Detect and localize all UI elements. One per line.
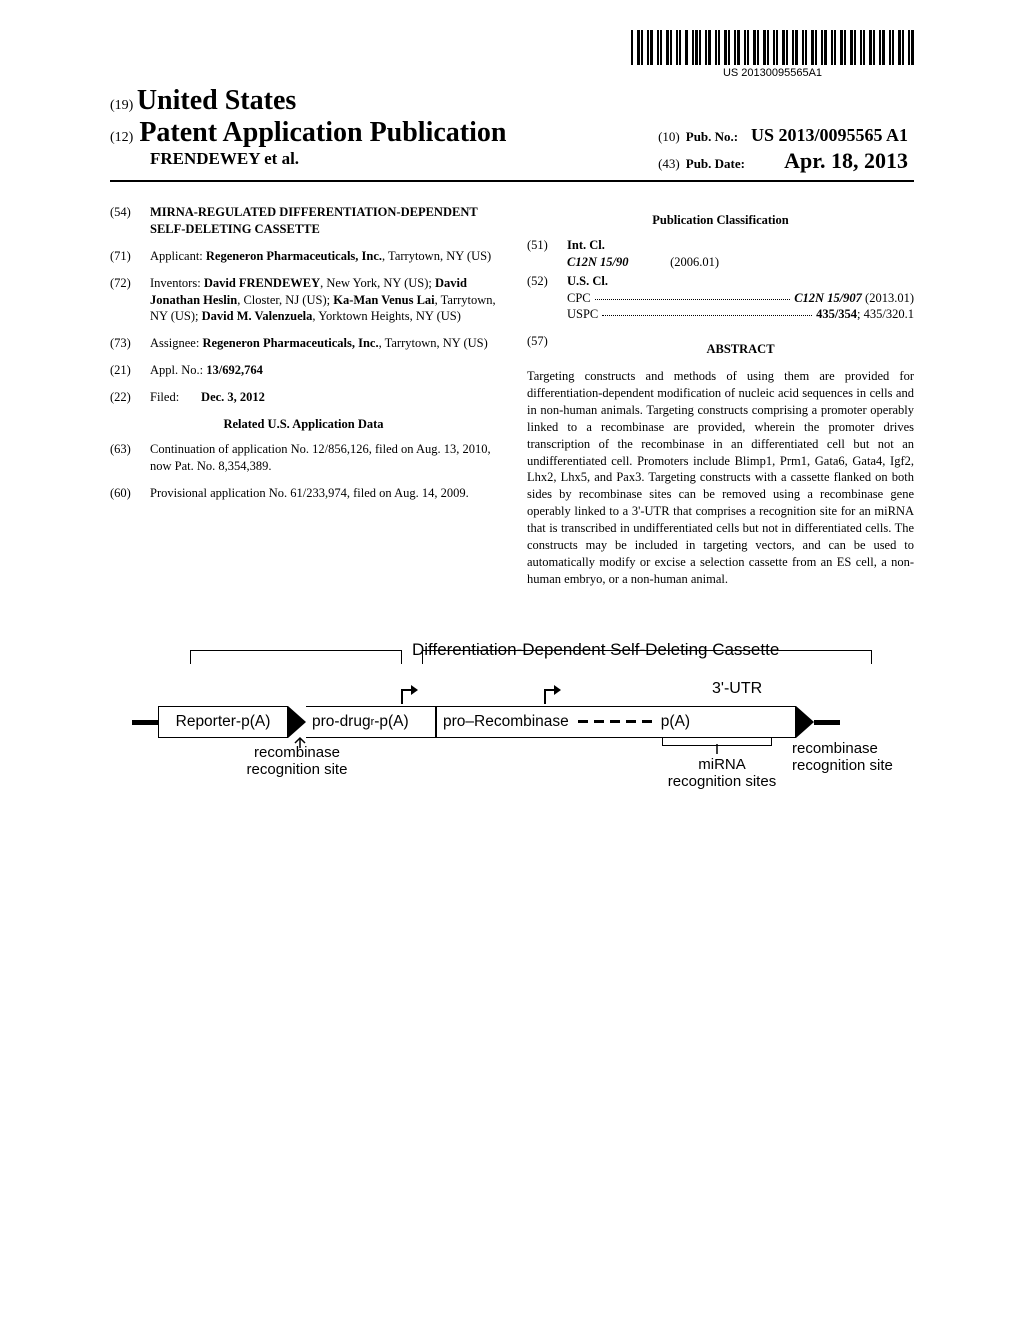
- intcl-value: C12N 15/90: [567, 255, 628, 269]
- code-10: (10): [658, 129, 680, 144]
- applno-label: Appl. No.:: [150, 363, 203, 377]
- pub-date: Apr. 18, 2013: [784, 148, 908, 173]
- code-71: (71): [110, 248, 150, 265]
- prodrug-text: pro-drug: [312, 713, 371, 731]
- provisional-text: Provisional application No. 61/233,974, …: [150, 485, 497, 502]
- rec-site-right-label: recombinaserecognition site: [792, 740, 912, 775]
- barcode-text: US 20130095565A1: [631, 67, 914, 79]
- code-12: (12): [110, 130, 133, 146]
- continuation-text: Continuation of application No. 12/856,1…: [150, 441, 497, 475]
- code-57: (57): [527, 333, 567, 366]
- tri-icon: [288, 706, 306, 738]
- prodrug-suffix: -p(A): [374, 713, 408, 731]
- cpc-value: C12N 15/907: [794, 291, 862, 305]
- dots: [595, 290, 791, 300]
- applicant-name: Regeneron Pharmaceuticals, Inc.: [206, 249, 382, 263]
- abstract-text: Targeting constructs and methods of usin…: [527, 368, 914, 587]
- filed-label: Filed:: [150, 390, 179, 404]
- left-column: (54) MIRNA-REGULATED DIFFERENTIATION-DEP…: [110, 204, 497, 588]
- header: (19) United States (12) Patent Applicati…: [110, 85, 914, 182]
- country-name: United States: [137, 85, 296, 116]
- cpc-label: CPC: [567, 290, 591, 307]
- code-52: (52): [527, 273, 567, 324]
- applicant-label: Applicant:: [150, 249, 203, 263]
- pa-text: p(A): [661, 713, 690, 731]
- code-19: (19): [110, 98, 133, 113]
- arrow-up-icon: [292, 736, 312, 750]
- pub-class-heading: Publication Classification: [527, 212, 914, 229]
- pub-no: US 2013/0095565 A1: [751, 125, 908, 145]
- flank-line: [132, 720, 158, 725]
- bracket-right: [422, 650, 872, 664]
- code-21: (21): [110, 362, 150, 379]
- code-72: (72): [110, 275, 150, 326]
- related-data-heading: Related U.S. Application Data: [110, 416, 497, 433]
- code-43: (43): [658, 156, 680, 171]
- code-63: (63): [110, 441, 150, 475]
- code-60: (60): [110, 485, 150, 502]
- barcode-graphic: [631, 30, 914, 65]
- pub-date-label: Pub. Date:: [686, 156, 745, 171]
- dash-region: [575, 713, 655, 731]
- uspc-value: 435/354: [816, 307, 857, 321]
- cassette-diagram: Differentiation-Dependent Self-Deleting …: [132, 640, 892, 890]
- intcl-label: Int. Cl.: [567, 238, 605, 252]
- promoter-arrow-icon: [540, 680, 560, 704]
- dots: [602, 306, 812, 316]
- abstract-heading: ABSTRACT: [567, 341, 914, 358]
- recombinase-box: pro–Recombinase p(A): [436, 706, 796, 738]
- tri-icon: [796, 706, 814, 738]
- cassette-main-row: Reporter-p(A) pro-drugr-p(A) pro–Recombi…: [132, 704, 840, 740]
- publication-type: Patent Application Publication: [139, 117, 506, 149]
- barcode-area: US 20130095565A1: [631, 30, 914, 79]
- authors-line: FRENDEWEY et al.: [150, 149, 506, 169]
- promoter-arrow-icon: [397, 680, 417, 704]
- filed-value: Dec. 3, 2012: [201, 390, 265, 404]
- prodrug-box: pro-drugr-p(A): [306, 706, 436, 738]
- assignee-label: Assignee:: [150, 336, 199, 350]
- content-columns: (54) MIRNA-REGULATED DIFFERENTIATION-DEP…: [110, 204, 914, 588]
- pub-no-label: Pub. No.:: [686, 129, 738, 144]
- code-54: (54): [110, 204, 150, 238]
- intcl-year: (2006.01): [670, 255, 719, 269]
- recombinase-text: pro–Recombinase: [443, 713, 569, 731]
- code-73: (73): [110, 335, 150, 352]
- uspc-label: USPC: [567, 306, 598, 323]
- reporter-box: Reporter-p(A): [158, 706, 288, 738]
- flank-line: [814, 720, 840, 725]
- bracket-left: [190, 650, 402, 664]
- applno-value: 13/692,764: [206, 363, 263, 377]
- code-22: (22): [110, 389, 150, 406]
- code-51: (51): [527, 237, 567, 271]
- uscl-label: U.S. Cl.: [567, 274, 608, 288]
- mirna-label: miRNArecognition sites: [647, 756, 797, 791]
- patent-title: MIRNA-REGULATED DIFFERENTIATION-DEPENDEN…: [150, 204, 497, 238]
- inventors-label: Inventors:: [150, 276, 201, 290]
- utr-label: 3'-UTR: [712, 680, 762, 698]
- right-column: Publication Classification (51) Int. Cl.…: [527, 204, 914, 588]
